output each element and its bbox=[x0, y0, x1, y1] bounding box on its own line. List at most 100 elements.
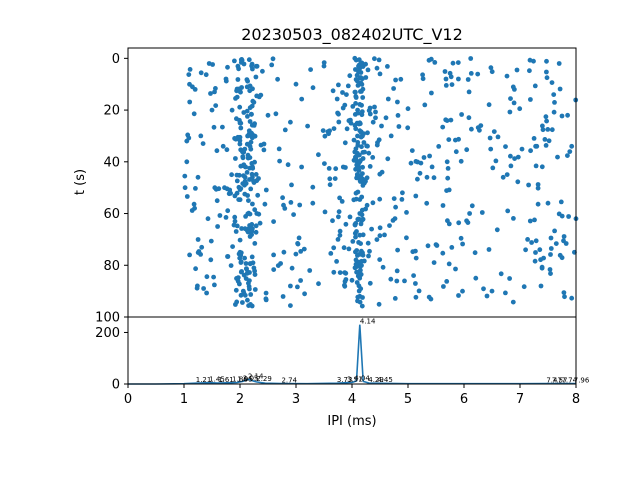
raster-point bbox=[253, 223, 259, 229]
raster-point bbox=[246, 210, 252, 216]
raster-point bbox=[232, 58, 237, 64]
raster-point bbox=[537, 247, 543, 253]
raster-point bbox=[187, 99, 193, 105]
raster-point bbox=[446, 137, 452, 143]
raster-point bbox=[326, 166, 332, 171]
raster-point bbox=[548, 252, 553, 257]
raster-point bbox=[551, 109, 557, 115]
raster-point bbox=[285, 162, 291, 168]
raster-point bbox=[237, 281, 242, 287]
raster-point bbox=[208, 257, 214, 263]
raster-point bbox=[348, 117, 353, 123]
raster-point bbox=[208, 91, 213, 96]
raster-point bbox=[359, 112, 365, 118]
raster-point bbox=[405, 106, 411, 112]
raster-point bbox=[243, 276, 249, 281]
raster-point bbox=[465, 77, 471, 82]
raster-point bbox=[215, 224, 221, 229]
raster-point bbox=[239, 226, 245, 231]
raster-point bbox=[556, 211, 562, 217]
raster-point bbox=[257, 220, 263, 226]
raster-point bbox=[263, 290, 269, 296]
raster-point bbox=[345, 83, 351, 89]
raster-point bbox=[359, 194, 365, 200]
histogram-x-tick-label: 3 bbox=[292, 392, 300, 407]
raster-point bbox=[429, 164, 435, 170]
raster-point bbox=[250, 165, 256, 171]
raster-point bbox=[367, 280, 373, 286]
raster-point bbox=[355, 133, 360, 139]
raster-point bbox=[248, 139, 254, 145]
raster-point bbox=[336, 214, 341, 220]
raster-point bbox=[434, 243, 440, 248]
raster-point bbox=[237, 255, 243, 261]
raster-point bbox=[244, 77, 250, 82]
raster-point bbox=[331, 126, 337, 131]
raster-point bbox=[249, 222, 255, 227]
raster-point bbox=[535, 182, 541, 187]
raster-point bbox=[393, 204, 398, 210]
raster-point bbox=[421, 155, 427, 160]
raster-point bbox=[519, 146, 525, 152]
raster-point bbox=[208, 238, 214, 244]
histogram-peak-label: 3.91 bbox=[347, 376, 363, 384]
raster-point bbox=[335, 237, 341, 242]
raster-point bbox=[398, 76, 404, 82]
raster-point bbox=[432, 60, 438, 65]
raster-point bbox=[243, 181, 249, 186]
raster-point bbox=[357, 102, 363, 107]
raster-point bbox=[271, 252, 276, 258]
raster-point bbox=[448, 117, 454, 123]
raster-point bbox=[467, 211, 472, 216]
raster-point bbox=[444, 159, 450, 165]
raster-point bbox=[240, 155, 246, 161]
raster-point bbox=[382, 232, 387, 238]
raster-point bbox=[542, 137, 548, 142]
raster-point bbox=[361, 140, 367, 145]
raster-point bbox=[481, 286, 486, 292]
raster-point bbox=[282, 127, 288, 133]
raster-point bbox=[322, 161, 327, 167]
raster-point bbox=[357, 259, 363, 265]
raster-point bbox=[199, 244, 205, 250]
raster-point bbox=[353, 249, 358, 255]
raster-point bbox=[359, 144, 364, 150]
raster-point bbox=[535, 201, 541, 207]
raster-point bbox=[487, 135, 493, 141]
raster-point bbox=[355, 273, 361, 279]
raster-point bbox=[504, 172, 510, 178]
raster-point bbox=[469, 203, 475, 209]
raster-point bbox=[349, 277, 355, 283]
raster-point bbox=[422, 102, 428, 108]
raster-point bbox=[362, 149, 367, 155]
raster-point bbox=[365, 67, 371, 73]
raster-point bbox=[495, 134, 501, 140]
raster-point bbox=[411, 273, 416, 278]
raster-point bbox=[334, 96, 340, 102]
raster-point bbox=[543, 114, 549, 120]
raster-point bbox=[473, 275, 479, 281]
raster-point bbox=[252, 207, 258, 213]
raster-point bbox=[475, 71, 481, 77]
raster-point bbox=[370, 119, 376, 125]
raster-point bbox=[374, 237, 380, 243]
raster-point bbox=[342, 140, 348, 146]
raster-point bbox=[408, 160, 414, 166]
raster-point bbox=[344, 92, 349, 97]
raster-point bbox=[544, 75, 550, 81]
raster-point bbox=[396, 124, 402, 129]
raster-point bbox=[271, 219, 276, 225]
raster-point bbox=[557, 86, 563, 92]
raster-point bbox=[250, 86, 255, 92]
raster-point bbox=[469, 126, 474, 132]
raster-point bbox=[352, 222, 358, 227]
histogram-peak-label: 7.47 bbox=[546, 376, 562, 384]
raster-y-tick-label: 0 bbox=[112, 52, 120, 67]
raster-point bbox=[395, 247, 400, 253]
histogram-y-tick-label: 200 bbox=[95, 326, 120, 341]
raster-point bbox=[205, 216, 211, 222]
raster-point bbox=[334, 259, 339, 264]
raster-point bbox=[404, 235, 409, 241]
raster-point bbox=[182, 173, 188, 179]
raster-point bbox=[343, 270, 349, 276]
